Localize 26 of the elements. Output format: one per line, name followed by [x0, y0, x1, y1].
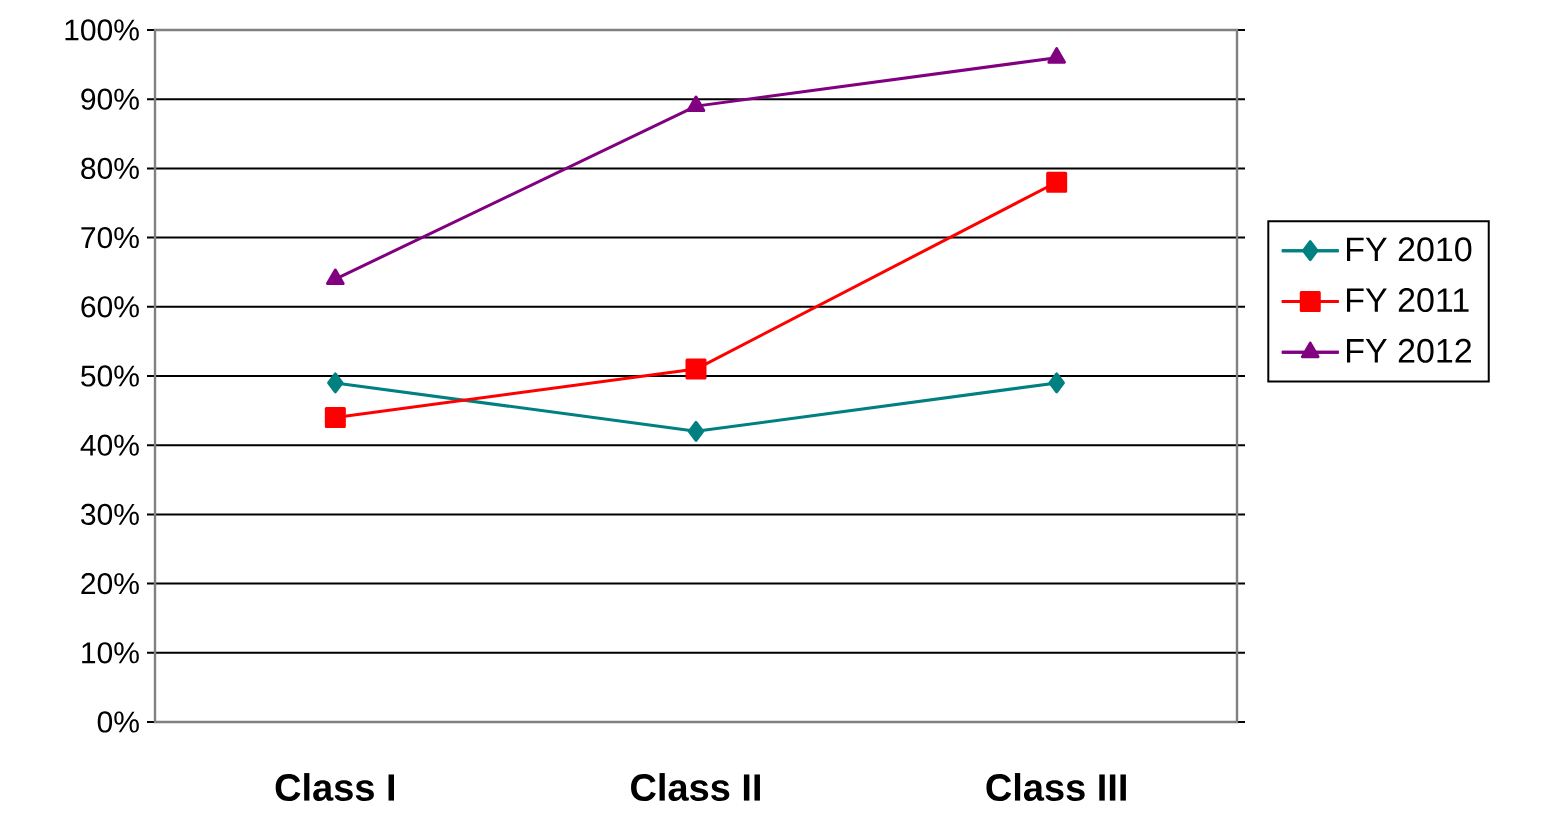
legend-label: FY 2012 — [1347, 338, 1471, 363]
y-tick-label: 70% — [81, 226, 139, 249]
x-tick-label: Class I — [275, 773, 394, 801]
point — [1047, 47, 1066, 64]
point — [685, 358, 707, 380]
y-tick-label: 90% — [81, 88, 139, 110]
point — [686, 95, 706, 113]
x-tick-label: Class II — [631, 773, 760, 801]
y-tick-label: 40% — [80, 434, 139, 456]
y-tick-label: 80% — [81, 157, 139, 180]
y-tick-label: 10% — [82, 642, 139, 664]
legend-label: FY 2010 — [1347, 237, 1472, 262]
y-tick-label: 60% — [81, 296, 139, 318]
y-tick-label: 100% — [65, 19, 139, 41]
point — [687, 420, 705, 442]
y-tick-label: 20% — [81, 572, 139, 595]
point — [324, 407, 346, 429]
x-tick-label: Class III — [986, 773, 1126, 801]
y-tick-label: 30% — [81, 503, 139, 526]
y-tick-label: 0% — [97, 711, 139, 733]
legend-label: FY 2011 — [1347, 288, 1469, 313]
y-tick-label: 50% — [81, 365, 139, 387]
point — [327, 372, 344, 394]
point — [1046, 171, 1068, 193]
point — [326, 268, 345, 286]
point — [1048, 372, 1065, 394]
